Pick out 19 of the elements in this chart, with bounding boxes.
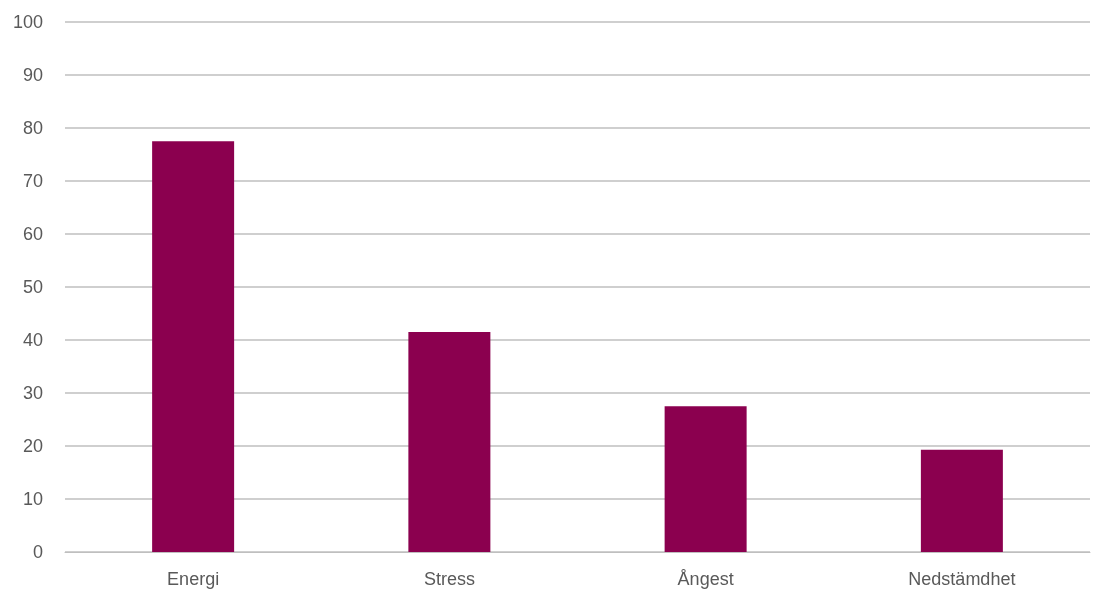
x-tick-label: Ångest xyxy=(677,569,734,589)
y-tick-label: 80 xyxy=(22,118,43,138)
y-tick-label: 0 xyxy=(32,542,43,562)
y-tick-label: 50 xyxy=(22,277,43,297)
y-tick-label: 70 xyxy=(22,171,43,191)
bar xyxy=(408,332,491,552)
y-tick-label: 10 xyxy=(22,489,43,509)
bar xyxy=(920,449,1003,552)
bar xyxy=(152,141,235,552)
y-tick-label: 30 xyxy=(22,383,43,403)
y-tick-label: 100 xyxy=(12,12,43,32)
bar xyxy=(664,406,747,552)
x-tick-label: Stress xyxy=(423,569,475,589)
y-tick-label: 90 xyxy=(22,65,43,85)
y-tick-label: 20 xyxy=(22,436,43,456)
x-tick-label: Nedstämdhet xyxy=(908,569,1016,589)
x-tick-label: Energi xyxy=(167,569,220,589)
y-tick-label: 60 xyxy=(22,224,43,244)
y-tick-label: 40 xyxy=(22,330,43,350)
